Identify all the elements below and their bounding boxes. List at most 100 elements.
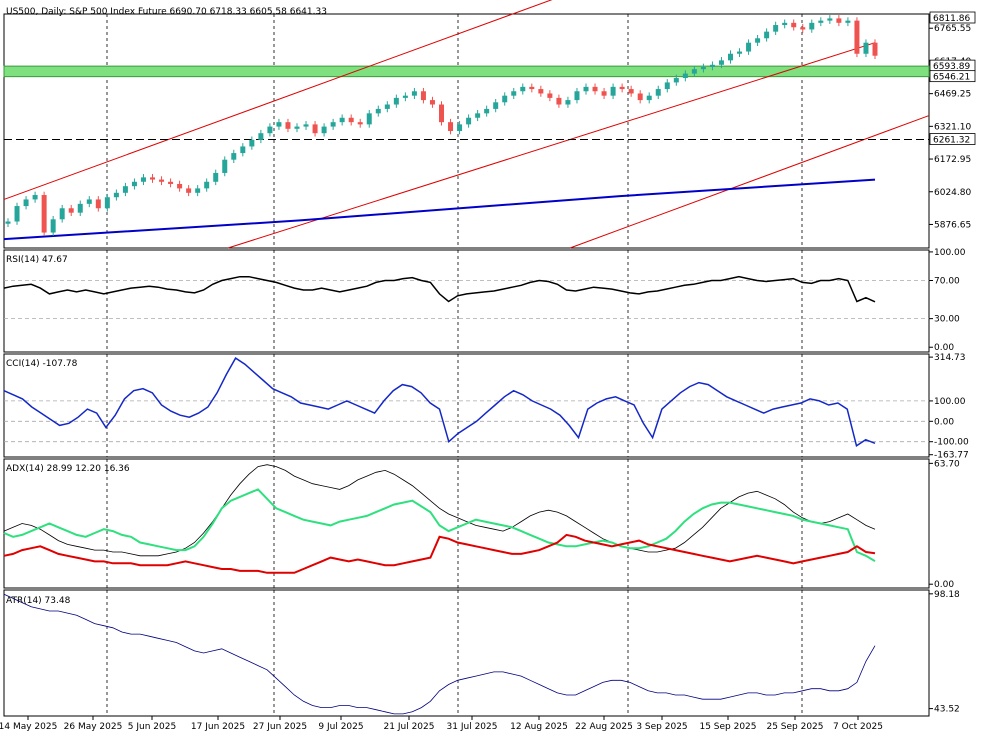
candle (258, 129, 264, 144)
adx-pane[interactable]: 63.70 0.00 ADX(14) 28.99 12.20 16.36 (3, 459, 960, 590)
candle-body (131, 181, 137, 187)
price-pane[interactable]: 6765.556617.406469.256321.106172.956024.… (3, 0, 976, 249)
candle (628, 85, 634, 97)
price-tick-label: 6765.55 (934, 24, 971, 34)
candle-body (538, 89, 544, 94)
candle-body (836, 18, 842, 23)
candle (800, 23, 806, 33)
cci-axis: 314.73 100.00 0.00 -100.00 -163.77 (929, 353, 969, 461)
candle-body (556, 97, 562, 105)
candle-body (411, 91, 417, 96)
time-tick-label: 3 Sep 2025 (636, 722, 687, 732)
candle-body (77, 203, 83, 213)
candle (673, 74, 679, 86)
candle-body (393, 97, 399, 105)
candle-body (493, 102, 499, 109)
candle (655, 85, 661, 99)
candle-body (863, 42, 869, 54)
axis-tick-label: 43.52 (934, 705, 960, 715)
candle (122, 182, 128, 197)
axis-tick-label: -163.77 (934, 451, 969, 461)
candlesticks (5, 15, 878, 236)
candle (177, 180, 183, 192)
candle (872, 39, 878, 60)
candle (728, 50, 733, 64)
time-tick-label: 21 Jul 2025 (384, 722, 435, 732)
candle (104, 193, 110, 212)
candle-body (249, 139, 255, 147)
candle (23, 196, 29, 210)
price-tick-label: 6024.80 (934, 188, 971, 198)
time-axis: 14 May 2025 26 May 2025 5 Jun 2025 17 Jun 2… (0, 716, 883, 732)
candle-body (845, 20, 851, 23)
candle (159, 176, 165, 186)
candle (402, 92, 408, 102)
rsi-line (3, 275, 929, 320)
candle (484, 105, 490, 117)
candle (213, 169, 219, 186)
candle-body (520, 86, 526, 92)
channel-lower-parallel-line (569, 115, 930, 249)
price-tag-label: 6593.89 (933, 62, 970, 72)
candle (204, 178, 210, 192)
ohlc-label: 6690.70 6718.33 6605.58 6641.33 (169, 7, 326, 17)
axis-tick-label: 30.00 (934, 315, 960, 325)
price-tag-label: 6261.32 (933, 136, 970, 146)
pane-frames (3, 13, 930, 717)
candle-body (773, 25, 779, 32)
candle-body (122, 186, 128, 193)
candle-body (32, 195, 38, 200)
candle (718, 57, 724, 69)
candle-body (782, 22, 788, 26)
candle (186, 185, 192, 197)
candle (140, 174, 146, 186)
candle (330, 118, 336, 130)
candle (357, 118, 363, 128)
cci-pane[interactable]: 314.73 100.00 0.00 -100.00 -163.77 CCI(14) -… (3, 353, 969, 461)
candle (68, 204, 74, 216)
time-tick-label: 9 Jul 2025 (318, 722, 363, 732)
candle-body (637, 93, 643, 101)
candle (32, 191, 38, 203)
candle (764, 28, 770, 42)
axis-tick-label: -100.00 (934, 438, 969, 448)
time-tick-label: 26 May 2025 (64, 722, 123, 732)
rsi-pane[interactable]: 100.00 70.00 30.00 0.00 RSI(14) 47.67 (3, 248, 966, 353)
candle (321, 123, 327, 137)
price-tag-box (929, 70, 976, 83)
candle (475, 110, 481, 122)
candle-body (746, 42, 752, 52)
rsi-axis: 100.00 70.00 30.00 0.00 (929, 248, 966, 353)
price-tick-label: 6172.95 (934, 155, 971, 165)
time-tick-label: 17 Jun 2025 (191, 722, 245, 732)
axis-tick-label: 98.18 (934, 590, 960, 600)
candle-body (375, 108, 381, 114)
time-tick-label: 31 Jul 2025 (447, 722, 498, 732)
candle-body (800, 27, 806, 30)
candle-body (222, 159, 228, 173)
candle (700, 63, 706, 73)
candle (267, 123, 273, 137)
candle (95, 196, 101, 212)
candle-body (321, 126, 327, 134)
channel-lower-line (227, 42, 876, 249)
moving-average (3, 178, 876, 241)
candle-body (809, 22, 815, 30)
candle-body (818, 20, 824, 23)
candle-body (357, 122, 363, 125)
candle (863, 39, 869, 58)
candle (511, 87, 517, 99)
candle-body (682, 73, 688, 79)
candle-body (348, 117, 354, 123)
candle-body (41, 195, 47, 233)
candle-body (791, 22, 797, 28)
cci-polyline (3, 357, 876, 448)
candle-body (529, 86, 535, 90)
candle-body (303, 124, 309, 127)
axis-tick-label: 0.00 (934, 343, 954, 353)
candle-body (718, 60, 724, 65)
atr-pane[interactable]: 98.18 43.52 ATR(14) 73.48 (3, 590, 960, 715)
candle-body (429, 100, 435, 105)
candle (339, 114, 345, 126)
